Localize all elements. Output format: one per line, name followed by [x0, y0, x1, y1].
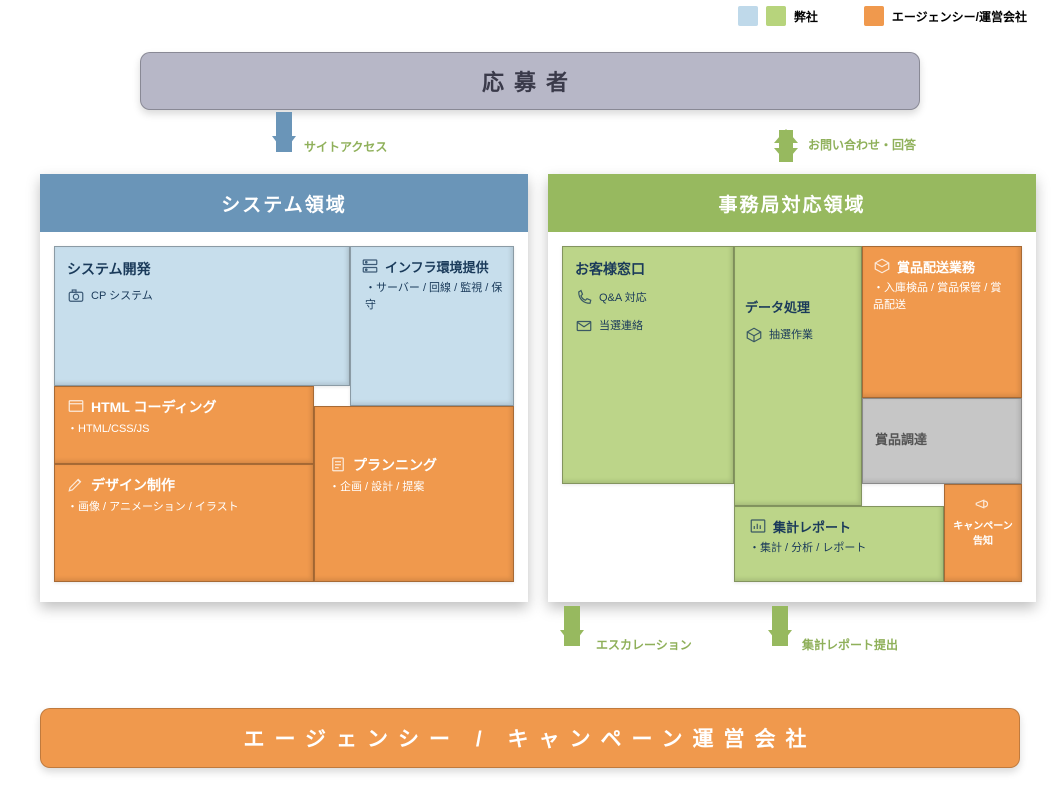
- piece-sysdev-title: システム開発: [67, 259, 151, 279]
- chart-icon: [749, 517, 767, 535]
- piece-procure-title: 賞品調達: [875, 429, 927, 448]
- panel-office-body: お客様窓口 Q&A 対応 当選連絡 データ処理 抽選作業: [548, 232, 1036, 602]
- piece-plan: プランニング ・企画 / 設計 / 提案: [314, 406, 514, 582]
- agency-label: エージェンシー / キャンペーン運営会社: [243, 723, 816, 753]
- piece-contact-title: お客様窓口: [575, 259, 645, 279]
- arrow-report-submit: [768, 606, 792, 664]
- piece-ship-sub: ・入庫検品 / 賞品保管 / 賞品配送: [873, 280, 1011, 313]
- panel-system-body: システム開発 CP システム インフラ環境提供 ・サーバー / 回線 / 監視 …: [40, 232, 528, 602]
- label-inquiry: お問い合わせ・回答: [808, 136, 916, 153]
- label-site-access: サイトアクセス: [304, 138, 387, 155]
- arrow-escalation: [560, 606, 584, 664]
- piece-contact-sub1: Q&A 対応: [599, 290, 647, 307]
- piece-data-title: データ処理: [745, 297, 810, 316]
- label-report-submit: 集計レポート提出: [802, 636, 898, 653]
- mail-icon: [575, 317, 593, 335]
- piece-promo: キャンペーン告知: [944, 484, 1022, 582]
- phone-icon: [575, 289, 593, 307]
- panel-system-title: システム領域: [221, 190, 346, 217]
- piece-report: 集計レポート ・集計 / 分析 / レポート: [734, 506, 944, 582]
- box-icon: [745, 326, 763, 344]
- megaphone-icon: [974, 495, 992, 513]
- panel-office-header: 事務局対応領域: [548, 174, 1036, 232]
- piece-contact: お客様窓口 Q&A 対応 当選連絡: [562, 246, 734, 484]
- piece-infra: インフラ環境提供 ・サーバー / 回線 / 監視 / 保守: [350, 246, 514, 406]
- piece-data-sub: 抽選作業: [769, 327, 813, 344]
- piece-contact-sub2: 当選連絡: [599, 318, 643, 335]
- piece-procure: 賞品調達: [862, 398, 1022, 484]
- label-escalation: エスカレーション: [596, 636, 692, 653]
- piece-plan-sub: ・企画 / 設計 / 提案: [329, 479, 499, 496]
- piece-html: HTML コーディング ・HTML/CSS/JS: [54, 386, 314, 464]
- window-icon: [67, 397, 85, 415]
- arrow-site-access: [272, 112, 296, 170]
- swatch-blue: [738, 6, 758, 26]
- piece-ship: 賞品配送業務 ・入庫検品 / 賞品保管 / 賞品配送: [862, 246, 1022, 398]
- pen-icon: [67, 475, 85, 493]
- server-icon: [361, 257, 379, 275]
- piece-plan-title: プランニング: [353, 455, 437, 475]
- package-icon: [873, 257, 891, 275]
- piece-data: データ処理 抽選作業: [734, 246, 862, 506]
- legend: 弊社 エージェンシー/運営会社: [738, 6, 1027, 26]
- piece-report-sub: ・集計 / 分析 / レポート: [749, 540, 929, 557]
- piece-promo-title: キャンペーン告知: [951, 517, 1015, 547]
- legend-heisha-label: 弊社: [794, 8, 818, 25]
- applicant-label: 応募者: [482, 65, 578, 97]
- clipboard-icon: [329, 455, 347, 473]
- piece-html-sub: ・HTML/CSS/JS: [67, 421, 301, 438]
- piece-design-title: デザイン制作: [91, 475, 175, 495]
- piece-infra-title: インフラ環境提供: [385, 257, 489, 276]
- piece-sysdev: システム開発 CP システム: [54, 246, 350, 386]
- swatch-orange: [864, 6, 884, 26]
- piece-report-title: 集計レポート: [773, 517, 851, 536]
- agency-bar: エージェンシー / キャンペーン運営会社: [40, 708, 1020, 768]
- legend-agency-label: エージェンシー/運営会社: [892, 8, 1027, 25]
- piece-html-title: HTML コーディング: [91, 397, 217, 417]
- piece-ship-title: 賞品配送業務: [897, 257, 975, 276]
- panel-system: システム領域 システム開発 CP システム インフラ環境提供 ・サーバー / 回…: [40, 174, 528, 602]
- arrow-inquiry: [774, 112, 798, 180]
- applicant-bar: 応募者: [140, 52, 920, 110]
- panel-office: 事務局対応領域 お客様窓口 Q&A 対応 当選連絡 データ処理 抽選作業: [548, 174, 1036, 602]
- piece-infra-sub: ・サーバー / 回線 / 監視 / 保守: [361, 280, 503, 313]
- camera-icon: [67, 287, 85, 305]
- panel-system-header: システム領域: [40, 174, 528, 232]
- piece-design: デザイン制作 ・画像 / アニメーション / イラスト: [54, 464, 314, 582]
- panel-office-title: 事務局対応領域: [718, 190, 865, 217]
- piece-design-sub: ・画像 / アニメーション / イラスト: [67, 499, 301, 516]
- swatch-green: [766, 6, 786, 26]
- piece-sysdev-sub: CP システム: [91, 288, 153, 305]
